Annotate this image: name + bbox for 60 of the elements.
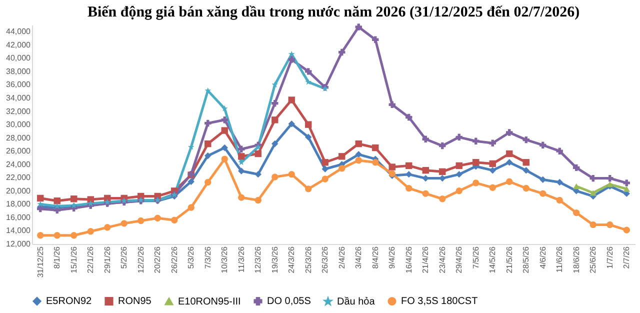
y-tick-label: 44,000 [6, 27, 32, 36]
y-tick-label: 26,000 [6, 146, 32, 156]
x-tick-label: 7/5/26 [471, 246, 480, 269]
x-tick-label: 9/4/26 [388, 246, 397, 269]
y-tick-label: 14,000 [6, 226, 32, 236]
x-tick-label: 11/6/26 [555, 246, 564, 273]
x-tick-label: 11/3/26 [236, 246, 246, 273]
y-tick-label: 34,000 [6, 94, 32, 102]
x-tick-label: 19/3/26 [270, 246, 280, 274]
y-tick-label: 24,000 [6, 160, 32, 169]
legend-label: E10RON95-III [178, 296, 241, 308]
y-tick-label: 36,000 [6, 80, 32, 90]
y-tick-label: 28,000 [6, 133, 32, 142]
x-tick-label: 31/12/25 [36, 246, 45, 278]
y-tick-label: 16,000 [6, 212, 32, 222]
chart-title: Biến động giá bán xăng dầu trong nước năm 2026 (31/12/2025 đến 02/7/2026) [87, 4, 580, 21]
x-tick-label: 23/4/26 [438, 246, 447, 274]
y-tick-label: 38,000 [6, 66, 32, 76]
x-tick-label: 12/3/26 [254, 246, 263, 274]
y-tick-label: 18,000 [6, 200, 32, 209]
x-tick-label: 8/4/26 [370, 246, 380, 269]
x-tick-label: 25/6/26 [588, 246, 598, 274]
x-tick-label: 21/4/26 [421, 246, 430, 274]
y-tick-label: 30,000 [6, 120, 32, 130]
y-tick-label: 40,000 [6, 54, 32, 63]
x-tick-label: 21/5/26 [504, 246, 514, 274]
x-tick-label: 12/2/26 [136, 246, 146, 274]
y-tick-label: 32,000 [6, 106, 32, 116]
legend-label: RON95 [118, 296, 152, 308]
x-tick-label: 29/1/26 [102, 246, 112, 274]
x-tick-label: 2/7/26 [622, 246, 632, 269]
x-tick-label: 5/2/26 [120, 246, 129, 269]
x-tick-label: 7/3/26 [203, 246, 212, 269]
x-tick-label: 24/3/26 [287, 246, 296, 274]
legend-label: E5RON92 [46, 296, 92, 308]
x-tick-label: 3/4/26 [354, 246, 364, 269]
x-tick-label: 4/6/26 [538, 246, 548, 269]
x-tick-label: 29/4/26 [454, 246, 464, 274]
x-tick-label: 18/6/26 [572, 246, 581, 274]
x-tick-label: 15/1/26 [69, 246, 78, 274]
x-tick-label: 5/3/26 [186, 246, 196, 269]
x-tick-label: 2/4/26 [337, 246, 346, 269]
x-tick-label: 25/3/26 [304, 246, 313, 274]
x-tick-label: 20/2/26 [153, 246, 162, 274]
x-tick-label: 26/3/26 [320, 246, 330, 274]
x-tick-label: 14/5/26 [488, 246, 498, 274]
x-tick-label: 22/1/26 [86, 246, 96, 274]
legend-label: Dầu hỏa [337, 296, 376, 308]
x-tick-label: 10/3/26 [220, 246, 230, 274]
x-tick-label: 8/1/26 [52, 246, 62, 269]
x-tick-label: 16/4/26 [404, 246, 414, 274]
y-tick-label: 12,000 [6, 240, 32, 248]
x-tick-label: 28/5/26 [522, 246, 531, 274]
y-tick-label: 20,000 [6, 186, 32, 196]
legend-label: FO 3,5S 180CST [401, 296, 478, 308]
x-tick-label: 26/2/26 [170, 246, 179, 274]
y-tick-label: 42,000 [6, 40, 32, 50]
legend-label: DO 0,05S [267, 296, 312, 308]
x-tick-label: 1/7/26 [605, 246, 614, 269]
y-tick-label: 22,000 [6, 173, 32, 182]
